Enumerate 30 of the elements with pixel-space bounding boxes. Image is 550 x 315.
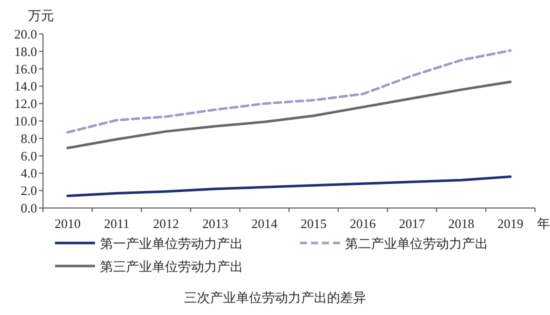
x-tick-label: 2012	[153, 216, 179, 231]
x-tick-label: 2017	[399, 216, 426, 231]
y-axis-title: 万元	[28, 8, 54, 23]
y-tick-label: 0.0	[20, 200, 37, 216]
y-tick-label: 18.0	[14, 44, 37, 59]
x-tick-label: 2013	[202, 216, 228, 231]
y-tick-label: 10.0	[14, 114, 37, 128]
line-series	[66, 49, 512, 134]
line-series	[66, 175, 512, 198]
y-tick-label: 14.0	[14, 78, 37, 94]
legend-label: 第二产业单位劳动力产出	[345, 236, 488, 251]
y-tick-label: 8.0	[20, 130, 37, 146]
x-tick-label: 2015	[300, 216, 327, 231]
x-tick-label: 2019	[497, 216, 524, 231]
x-axis-title: 年	[537, 216, 550, 231]
y-tick-label: 4.0	[20, 166, 37, 181]
y-tick-label: 6.0	[20, 148, 37, 164]
y-tick-label: 20.0	[14, 26, 37, 42]
text: 三次产业单位劳动力产出的差异	[184, 290, 366, 305]
x-tick-label: 2018	[448, 216, 474, 231]
y-tick-label: 16.0	[14, 61, 37, 76]
x-tick-label: 2011	[104, 216, 130, 231]
y-tick-label: 12.0	[14, 96, 37, 112]
line-series	[66, 80, 512, 150]
x-tick-label: 2016	[350, 216, 376, 231]
y-tick-label: 2.0	[20, 183, 37, 198]
legend-label: 第三产业单位劳动力产出	[100, 259, 243, 274]
legend-label: 第一产业单位劳动力产出	[100, 236, 243, 251]
x-tick-label: 2010	[54, 216, 81, 231]
x-tick-label: 2014	[251, 216, 278, 231]
